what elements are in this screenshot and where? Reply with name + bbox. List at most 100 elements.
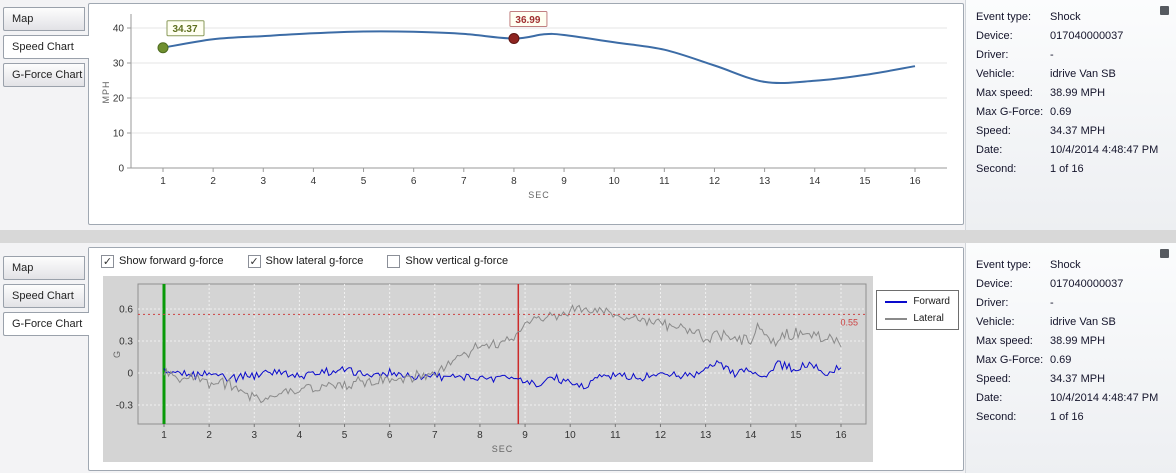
- info-label: Event type:: [976, 259, 1032, 271]
- info-label: Date:: [976, 392, 1003, 404]
- svg-text:14: 14: [745, 430, 757, 441]
- info-row: Vehicle: idrive Van SB: [976, 313, 1170, 332]
- info-value: Shock: [1050, 259, 1081, 271]
- info-row: Second: 1 of 16: [976, 160, 1170, 179]
- event-info-panel-bottom: Event type: Shock Device: 017040000037 D…: [965, 243, 1176, 473]
- checkbox-show-vertical-gforce[interactable]: Show vertical g-force: [387, 254, 509, 268]
- info-label: Second:: [976, 411, 1017, 423]
- tab-speed-chart[interactable]: Speed Chart: [3, 35, 89, 59]
- info-value: 34.37 MPH: [1050, 125, 1106, 137]
- svg-text:15: 15: [859, 176, 871, 187]
- svg-text:2: 2: [210, 176, 216, 187]
- svg-text:0.6: 0.6: [119, 304, 133, 315]
- chart-legend: Forward Lateral: [876, 290, 959, 330]
- svg-text:8: 8: [511, 176, 517, 187]
- svg-text:11: 11: [610, 430, 621, 441]
- collapse-panel-icon[interactable]: [1160, 6, 1169, 15]
- svg-text:20: 20: [113, 94, 125, 105]
- event-info-list: Event type: Shock Device: 017040000037 D…: [976, 8, 1170, 179]
- gforce-chart[interactable]: 1 2 3 4 5 6 7 8 9 10 11 12 13 14 15 16-0.300.30.6SECG0.…: [89, 274, 963, 470]
- svg-text:4: 4: [311, 176, 317, 187]
- checkbox-show-lateral-gforce[interactable]: ✓ Show lateral g-force: [247, 254, 363, 268]
- info-value: 017040000037: [1050, 278, 1124, 290]
- svg-text:5: 5: [361, 176, 367, 187]
- speed-chart-panel: 1 2 3 4 5 6 7 8 9 10 11 12 13 14 15 16 0 10 20 30 40 SEC MPH 34…: [88, 3, 964, 225]
- checkbox-icon[interactable]: ✓: [247, 254, 261, 268]
- checkbox-label: Show vertical g-force: [405, 255, 509, 267]
- svg-text:10: 10: [565, 430, 577, 441]
- info-label: Device:: [976, 278, 1013, 290]
- legend-line-forward: [885, 300, 908, 303]
- svg-text:10: 10: [609, 176, 621, 187]
- info-label: Vehicle:: [976, 316, 1015, 328]
- event-info-list: Event type: Shock Device: 017040000037 D…: [976, 256, 1170, 427]
- tab-speed-chart[interactable]: Speed Chart: [3, 284, 85, 308]
- info-label: Max G-Force:: [976, 354, 1044, 366]
- info-value: 017040000037: [1050, 30, 1124, 42]
- svg-text:11: 11: [659, 176, 670, 187]
- info-label: Max G-Force:: [976, 106, 1044, 118]
- legend-item-lateral: Lateral: [885, 313, 950, 324]
- event-info-panel-top: Event type: Shock Device: 017040000037 D…: [965, 0, 1176, 230]
- tab-map[interactable]: Map: [3, 7, 85, 31]
- info-value: 0.69: [1050, 106, 1072, 118]
- info-row: Date: 10/4/2014 4:48:47 PM: [976, 389, 1170, 408]
- tab-strip-top: Map Speed Chart G-Force Chart: [3, 7, 91, 91]
- info-value: 1 of 16: [1050, 163, 1084, 175]
- svg-text:4: 4: [297, 430, 303, 441]
- svg-text:G: G: [112, 350, 122, 358]
- info-value: 38.99 MPH: [1050, 335, 1106, 347]
- info-value: -: [1050, 297, 1054, 309]
- info-label: Event type:: [976, 11, 1032, 23]
- svg-text:1: 1: [160, 176, 166, 187]
- svg-text:16: 16: [909, 176, 921, 187]
- gforce-checkbox-row: ✓ Show forward g-force ✓ Show lateral g-…: [89, 248, 963, 274]
- svg-text:8: 8: [477, 430, 483, 441]
- svg-text:34.37: 34.37: [172, 24, 197, 35]
- info-label: Driver:: [976, 297, 1009, 309]
- svg-text:9: 9: [522, 430, 528, 441]
- info-value: 34.37 MPH: [1050, 373, 1106, 385]
- info-row: Date: 10/4/2014 4:48:47 PM: [976, 141, 1170, 160]
- checkbox-icon[interactable]: ✓: [101, 254, 114, 268]
- tab-gforce-chart[interactable]: G-Force Chart: [3, 312, 89, 336]
- info-row: Max speed: 38.99 MPH: [976, 84, 1170, 103]
- info-row: Vehicle: idrive Van SB: [976, 65, 1170, 84]
- svg-text:15: 15: [790, 430, 802, 441]
- legend-item-forward: Forward: [885, 296, 950, 307]
- svg-text:MPH: MPH: [101, 81, 111, 104]
- checkbox-icon[interactable]: [387, 254, 401, 268]
- tab-map[interactable]: Map: [3, 256, 85, 280]
- svg-text:16: 16: [835, 430, 847, 441]
- svg-text:0.3: 0.3: [119, 336, 133, 347]
- info-value: Shock: [1050, 11, 1081, 23]
- svg-text:13: 13: [759, 176, 771, 187]
- info-label: Speed:: [976, 373, 1011, 385]
- info-label: Speed:: [976, 125, 1011, 137]
- speed-chart[interactable]: 1 2 3 4 5 6 7 8 9 10 11 12 13 14 15 16010203040SECMPH34…: [89, 4, 963, 224]
- svg-text:-0.3: -0.3: [116, 401, 134, 412]
- collapse-panel-icon[interactable]: [1160, 249, 1169, 258]
- svg-text:SEC: SEC: [492, 444, 514, 454]
- info-row: Second: 1 of 16: [976, 408, 1170, 427]
- tab-strip-bottom: Map Speed Chart G-Force Chart: [3, 256, 91, 340]
- info-label: Vehicle:: [976, 68, 1015, 80]
- checkbox-show-forward-gforce[interactable]: ✓ Show forward g-force: [101, 254, 224, 268]
- info-row: Driver: -: [976, 294, 1170, 313]
- svg-text:3: 3: [260, 176, 266, 187]
- info-row: Speed: 34.37 MPH: [976, 370, 1170, 389]
- svg-text:7: 7: [461, 176, 467, 187]
- info-value: 1 of 16: [1050, 411, 1084, 423]
- svg-text:10: 10: [113, 129, 125, 140]
- info-value: 10/4/2014 4:48:47 PM: [1050, 144, 1159, 156]
- tab-gforce-chart[interactable]: G-Force Chart: [3, 63, 85, 87]
- legend-label-lateral: Lateral: [913, 313, 944, 324]
- svg-text:0: 0: [118, 164, 124, 175]
- svg-text:SEC: SEC: [528, 190, 550, 200]
- svg-text:0.55: 0.55: [840, 317, 858, 327]
- svg-text:7: 7: [432, 430, 438, 441]
- info-row: Max speed: 38.99 MPH: [976, 332, 1170, 351]
- info-value: 10/4/2014 4:48:47 PM: [1050, 392, 1159, 404]
- svg-text:6: 6: [387, 430, 393, 441]
